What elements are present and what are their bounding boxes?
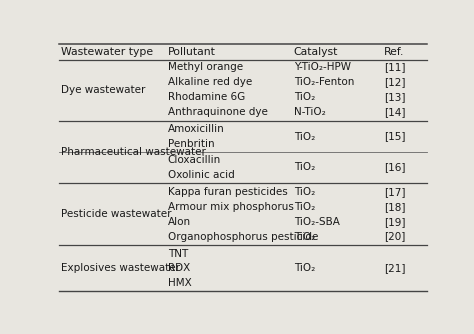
Text: [19]: [19] [384,217,406,227]
Text: [17]: [17] [384,187,406,197]
Text: [11]: [11] [384,62,406,72]
Text: N-TiO₂: N-TiO₂ [293,107,325,117]
Text: [13]: [13] [384,92,406,102]
Text: [18]: [18] [384,202,406,212]
Text: Alkaline red dye: Alkaline red dye [168,77,252,87]
Text: Y-TiO₂-HPW: Y-TiO₂-HPW [293,62,351,72]
Text: Cloxacillin: Cloxacillin [168,155,221,165]
Text: Alon: Alon [168,217,191,227]
Text: [15]: [15] [384,132,406,142]
Text: Catalyst: Catalyst [293,47,338,57]
Text: TiO₂-Fenton: TiO₂-Fenton [293,77,354,87]
Text: Pesticide wastewater: Pesticide wastewater [61,209,172,219]
Text: Organophosphorus pesticide: Organophosphorus pesticide [168,231,318,241]
Text: Methyl orange: Methyl orange [168,62,243,72]
Text: [21]: [21] [384,264,406,274]
Text: TiO₂: TiO₂ [293,187,315,197]
Text: Kappa furan pesticides: Kappa furan pesticides [168,187,287,197]
Text: [20]: [20] [384,231,406,241]
Text: Rhodamine 6G: Rhodamine 6G [168,92,245,102]
Text: TiO₂: TiO₂ [293,264,315,274]
Text: HMX: HMX [168,278,191,288]
Text: TNT: TNT [168,248,188,259]
Text: TiO₂: TiO₂ [293,132,315,142]
Text: Amoxicillin: Amoxicillin [168,124,224,134]
Text: Armour mix phosphorus: Armour mix phosphorus [168,202,293,212]
Text: TiO₂: TiO₂ [293,162,315,172]
Text: Pharmaceutical wastewater: Pharmaceutical wastewater [61,147,206,157]
Text: TiO₂: TiO₂ [293,92,315,102]
Text: TiO₂: TiO₂ [293,231,315,241]
Text: Wastewater type: Wastewater type [61,47,153,57]
Text: TiO₂: TiO₂ [293,202,315,212]
Text: [12]: [12] [384,77,406,87]
Text: RDX: RDX [168,264,190,274]
Text: [16]: [16] [384,162,406,172]
Text: [14]: [14] [384,107,406,117]
Text: Explosives wastewater: Explosives wastewater [61,264,180,274]
Text: Pollutant: Pollutant [168,47,216,57]
Text: Ref.: Ref. [384,47,405,57]
Text: TiO₂-SBA: TiO₂-SBA [293,217,339,227]
Text: Penbritin: Penbritin [168,139,214,149]
Text: Oxolinic acid: Oxolinic acid [168,170,234,180]
Text: Dye wastewater: Dye wastewater [61,85,146,95]
Text: Anthraquinone dye: Anthraquinone dye [168,107,267,117]
